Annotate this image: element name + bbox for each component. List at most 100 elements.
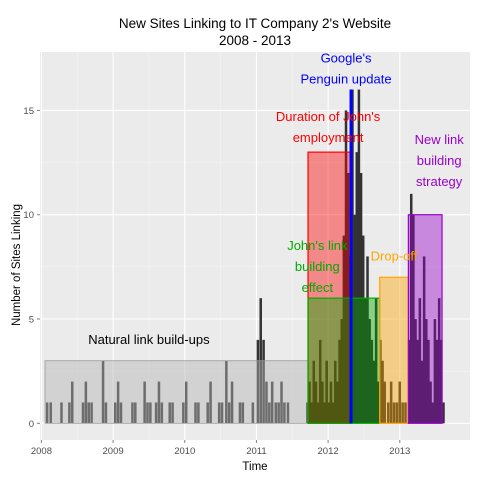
bar	[81, 402, 85, 424]
bar	[217, 402, 221, 424]
region-johns-effect	[307, 297, 381, 424]
region-new-strategy	[407, 214, 443, 424]
bar	[87, 402, 90, 424]
bar	[414, 319, 417, 424]
bar	[251, 402, 255, 424]
annotation-natural: Natural link build-ups	[88, 332, 210, 347]
bar	[184, 381, 188, 424]
bar	[157, 381, 161, 424]
annotation-regions	[44, 89, 443, 424]
bar	[225, 360, 228, 424]
bar	[442, 402, 445, 424]
bar	[90, 402, 93, 424]
bar	[364, 298, 367, 424]
bar	[389, 381, 393, 424]
bar	[84, 381, 88, 424]
bar	[194, 402, 197, 424]
annotation-line: Natural link build-ups	[88, 332, 210, 347]
bar	[323, 402, 326, 424]
bar	[427, 339, 430, 424]
bar	[45, 402, 49, 424]
bar	[168, 402, 171, 424]
bar	[318, 339, 322, 424]
annotation-line: building	[295, 259, 340, 274]
annotation-line: Duration of John's	[276, 109, 381, 124]
bar	[344, 110, 348, 424]
bar	[131, 402, 134, 424]
bar	[116, 381, 120, 424]
bar	[308, 381, 311, 424]
bar	[268, 402, 271, 424]
annotation-line: employment	[293, 130, 364, 145]
annotation-line: Google's	[321, 50, 372, 65]
region-dropoff	[379, 276, 409, 424]
bar	[355, 152, 359, 424]
bar	[361, 235, 365, 424]
bar	[154, 402, 158, 424]
bar	[270, 381, 274, 424]
bar	[241, 402, 245, 424]
annotation-johns-effect: John's link building effect	[287, 238, 348, 295]
bar	[104, 402, 108, 424]
bar	[404, 402, 407, 424]
bar	[68, 402, 71, 424]
bar	[256, 339, 260, 424]
bar	[321, 381, 324, 424]
bar	[395, 402, 399, 424]
bar	[409, 193, 413, 424]
x-tick-label: 2008	[31, 446, 52, 457]
bar	[171, 402, 174, 424]
bar	[431, 402, 434, 424]
x-tick-label: 2012	[318, 446, 339, 457]
annotation-line: building	[417, 153, 462, 168]
bar	[314, 381, 318, 424]
annotation-new-strategy: New link building strategy	[415, 132, 465, 189]
chart-title: New Sites Linking to IT Company 2's Webs…	[119, 16, 391, 31]
bar	[336, 381, 339, 424]
bar	[401, 402, 404, 424]
bar	[60, 402, 63, 424]
bar	[379, 339, 382, 424]
region-natural	[44, 360, 309, 424]
plot-panel	[40, 52, 470, 440]
bar	[418, 298, 422, 424]
bar	[265, 381, 268, 424]
annotation-line: effect	[302, 280, 334, 295]
annotation-line: Drop-off	[371, 249, 418, 264]
bar	[383, 381, 386, 424]
y-tick-label: 10	[23, 210, 34, 221]
bar	[182, 402, 185, 424]
bar	[274, 402, 278, 424]
bar	[149, 402, 152, 424]
bar	[440, 339, 443, 424]
bar	[312, 360, 316, 424]
bar	[437, 298, 441, 424]
bar	[209, 381, 212, 424]
x-tick-label: 2011	[246, 446, 266, 457]
bar	[353, 214, 356, 424]
bar	[160, 402, 164, 424]
bar	[387, 402, 390, 424]
bar	[357, 89, 361, 424]
bar	[143, 381, 146, 424]
x-tick-label: 2009	[103, 446, 124, 457]
bar	[220, 402, 224, 424]
y-tick-label: 15	[23, 106, 34, 117]
bar	[429, 381, 432, 424]
bar	[280, 381, 283, 424]
bar	[368, 319, 371, 424]
bar	[70, 381, 74, 424]
bar	[49, 402, 53, 424]
bar	[412, 214, 415, 424]
bar	[342, 235, 346, 424]
bar	[370, 339, 374, 424]
bar	[334, 360, 337, 424]
annotation-penguin: Google's Penguin update	[300, 50, 391, 86]
annotation-dropoff: Drop-off	[371, 249, 418, 264]
x-axis-title: Time	[242, 461, 267, 473]
annotation-line: New link	[415, 132, 465, 147]
bar	[338, 339, 341, 424]
x-tick-label: 2010	[174, 446, 195, 457]
bar	[433, 319, 437, 424]
